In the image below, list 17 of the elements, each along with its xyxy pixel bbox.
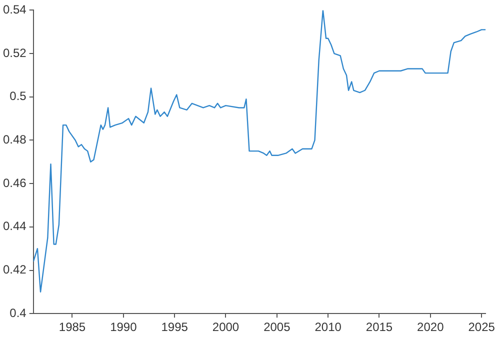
x-tick-label: 2000 — [212, 320, 240, 334]
y-tick-label: 0.4 — [10, 306, 27, 320]
x-tick-label: 2005 — [264, 320, 291, 334]
y-tick-label: 0.52 — [2, 46, 27, 60]
y-tick-label: 0.44 — [2, 219, 27, 234]
y-tick-label: 0.54 — [2, 2, 27, 17]
x-tick-label: 2025 — [468, 320, 496, 334]
x-tick-label: 2015 — [366, 320, 393, 334]
y-tick-label: 0.48 — [2, 132, 27, 147]
x-tick-label: 1985 — [58, 320, 86, 334]
x-tick-label: 2020 — [417, 320, 444, 334]
x-tick-label: 1990 — [110, 320, 138, 334]
y-tick-label: 0.5 — [10, 89, 27, 104]
y-tick-label: 0.46 — [2, 176, 27, 190]
x-tick-label: 1995 — [161, 320, 188, 334]
x-tick-label: 2010 — [314, 320, 342, 334]
y-tick-label: 0.42 — [2, 262, 27, 277]
